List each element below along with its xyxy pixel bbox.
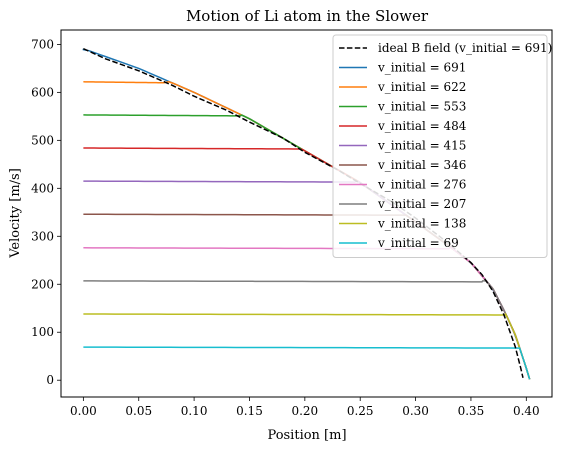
y-tick-label: 0 (46, 373, 54, 387)
x-tick-label: 0.25 (347, 404, 374, 418)
legend-label: v_initial = 138 (377, 217, 466, 231)
series-line-10 (83, 346, 531, 380)
y-tick-label: 200 (31, 277, 54, 291)
x-tick-label: 0.35 (458, 404, 485, 418)
x-tick-label: 0.40 (513, 404, 540, 418)
legend-label: v_initial = 69 (377, 236, 459, 250)
y-tick-label: 100 (31, 325, 54, 339)
x-tick-label: 0.30 (402, 404, 429, 418)
legend-label: v_initial = 622 (377, 80, 466, 94)
y-axis-label: Velocity [m/s] (8, 168, 23, 259)
chart-title: Motion of Li atom in the Slower (186, 7, 429, 25)
x-tick-label: 0.10 (181, 404, 208, 418)
x-tick-label: 0.00 (70, 404, 97, 418)
y-tick-label: 700 (31, 37, 54, 51)
plot-frame (60, 29, 553, 398)
legend-label: v_initial = 415 (377, 139, 466, 153)
legend-label: ideal B field (v_initial = 691) (378, 41, 552, 55)
legend-label: v_initial = 276 (377, 178, 466, 192)
x-tick-label: 0.20 (291, 404, 318, 418)
y-tick-label: 500 (31, 133, 54, 147)
x-axis: 0.00 0.05 0.10 0.15 0.20 0.25 0.30 0.35 0.40 (70, 397, 540, 418)
x-tick-label: 0.05 (125, 404, 152, 418)
legend-label: v_initial = 346 (377, 158, 466, 172)
legend-label: v_initial = 691 (377, 61, 466, 75)
legend-box (332, 34, 548, 258)
y-axis: 0 100 200 300 400 500 600 700 (31, 37, 61, 387)
legend-label: v_initial = 484 (377, 119, 467, 133)
x-tick-label: 0.15 (236, 404, 263, 418)
legend: ideal B field (v_initial = 691) v_initial… (332, 34, 552, 258)
y-tick-label: 300 (31, 229, 54, 243)
legend-label: v_initial = 207 (377, 197, 466, 211)
x-axis-label: Position [m] (267, 428, 346, 443)
series-line-8 (83, 280, 531, 380)
y-tick-label: 600 (31, 85, 54, 99)
y-tick-label: 400 (31, 181, 54, 195)
legend-label: v_initial = 553 (377, 100, 466, 114)
